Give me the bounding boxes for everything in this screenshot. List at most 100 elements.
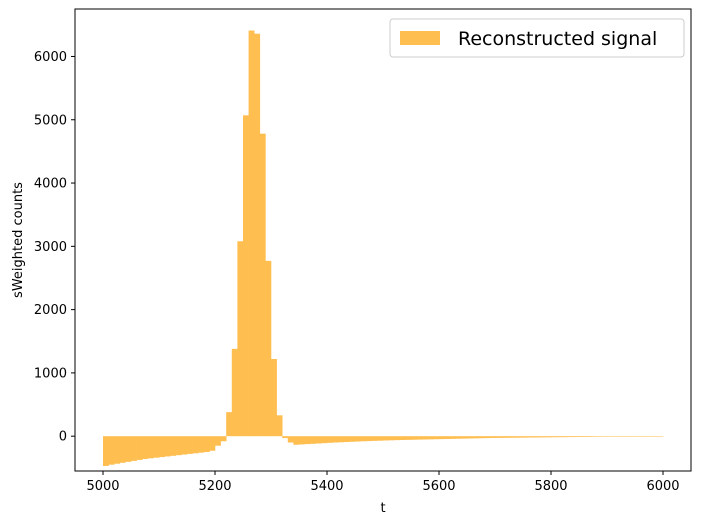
histogram-bar: [136, 436, 143, 460]
y-tick-label: 2000: [34, 303, 67, 318]
histogram-bar: [528, 436, 535, 438]
histogram-bar: [203, 436, 210, 453]
histogram-bar: [254, 33, 261, 437]
histogram-bar: [119, 436, 126, 463]
histogram-bar: [327, 436, 333, 443]
histogram-bar: [427, 436, 434, 440]
histogram-bar: [495, 436, 501, 438]
histogram-bar: [422, 436, 429, 440]
histogram-bar: [103, 436, 109, 466]
x-tick-label: 5400: [310, 479, 343, 494]
histogram-bar: [394, 436, 401, 441]
histogram-bar: [332, 436, 339, 443]
histogram-bar: [444, 436, 451, 439]
histogram-bar: [478, 436, 485, 439]
histogram-bar: [623, 436, 630, 437]
histogram-bar: [534, 436, 541, 438]
legend-box: [389, 18, 685, 58]
histogram-bar: [551, 436, 557, 438]
histogram-bar: [411, 436, 417, 440]
histogram-bar: [276, 415, 283, 437]
histogram-bar: [539, 436, 546, 438]
histogram-bar: [175, 436, 182, 456]
histogram-bar: [483, 436, 490, 439]
histogram-bar: [131, 436, 137, 461]
histogram-bar: [517, 436, 524, 438]
x-axis-label: t: [380, 501, 385, 516]
histogram-bar: [192, 436, 199, 454]
histogram-bar: [209, 436, 216, 451]
histogram-bar: [366, 436, 373, 442]
histogram-bar: [573, 436, 580, 438]
histogram-bar: [220, 436, 227, 442]
histogram-bar: [321, 436, 328, 444]
histogram-bar: [315, 436, 322, 444]
histogram-bar: [349, 436, 356, 442]
y-tick-label: 0: [59, 430, 67, 445]
histogram-bar: [455, 436, 462, 439]
histogram-bar: [523, 436, 529, 438]
histogram-bar: [562, 436, 569, 438]
histogram-bar: [607, 436, 613, 437]
x-tick-label: 5800: [534, 479, 567, 494]
histogram-bar: [399, 436, 406, 440]
histogram-bar: [181, 436, 188, 455]
histogram-bar: [226, 412, 233, 437]
histogram-bar: [355, 436, 361, 442]
histogram-bar: [450, 436, 457, 439]
histogram-bar: [108, 436, 115, 465]
y-axis-label: sWeighted counts: [11, 182, 26, 298]
histogram-bar: [635, 436, 641, 437]
histogram-bar: [439, 436, 445, 440]
histogram-bar: [170, 436, 177, 456]
y-tick-label: 6000: [34, 50, 67, 65]
legend-swatch: [400, 31, 440, 45]
histogram-bar: [545, 436, 552, 438]
plot-frame: [74, 8, 692, 472]
histogram-bar: [601, 436, 608, 437]
histogram-bar: [567, 436, 574, 438]
histogram-bar: [299, 436, 305, 445]
histogram-bar: [237, 241, 244, 437]
histogram-bar: [383, 436, 389, 441]
histogram-bar: [506, 436, 513, 438]
histogram-bar: [371, 436, 378, 441]
histogram-bar: [142, 436, 149, 459]
x-tick-label: 5600: [422, 479, 455, 494]
histogram-bar: [304, 436, 311, 445]
histogram-bar: [556, 436, 563, 438]
histogram-bar: [612, 436, 619, 437]
histogram-bar: [243, 115, 249, 437]
histogram-bar: [511, 436, 518, 438]
y-tick-label: 3000: [34, 240, 67, 255]
histogram-bar: [461, 436, 468, 439]
histogram-bar: [433, 436, 440, 440]
histogram-bar: [153, 436, 160, 458]
x-tick-label: 5000: [86, 479, 119, 494]
histogram-bar: [164, 436, 171, 457]
histogram-bar: [405, 436, 412, 440]
histogram-bar: [416, 436, 423, 440]
histogram-bar: [293, 436, 300, 445]
histogram-bar: [114, 436, 121, 464]
histogram-bar: [343, 436, 350, 443]
histogram-bar: [159, 436, 165, 458]
histogram-bar: [360, 436, 367, 442]
x-axis-ticks: 5000 5200 5400 5600 5800 6000: [86, 471, 680, 494]
histogram-bar: [248, 30, 255, 437]
y-tick-label: 1000: [34, 366, 67, 381]
histogram-bar: [271, 358, 277, 437]
histogram-bar: [287, 436, 294, 443]
histogram-bar: [595, 436, 602, 437]
histogram-bar: [338, 436, 345, 443]
x-tick-label: 6000: [646, 479, 679, 494]
histogram-bar: [500, 436, 507, 438]
histogram-bar: [467, 436, 473, 439]
legend-entry-label: Reconstructed signal: [458, 28, 657, 50]
histogram-bar: [590, 436, 597, 437]
histogram-bar: [646, 436, 653, 437]
histogram-bar: [147, 436, 154, 459]
histogram-bars: [103, 30, 664, 466]
histogram-bar: [282, 436, 289, 439]
histogram-bar: [657, 436, 664, 437]
